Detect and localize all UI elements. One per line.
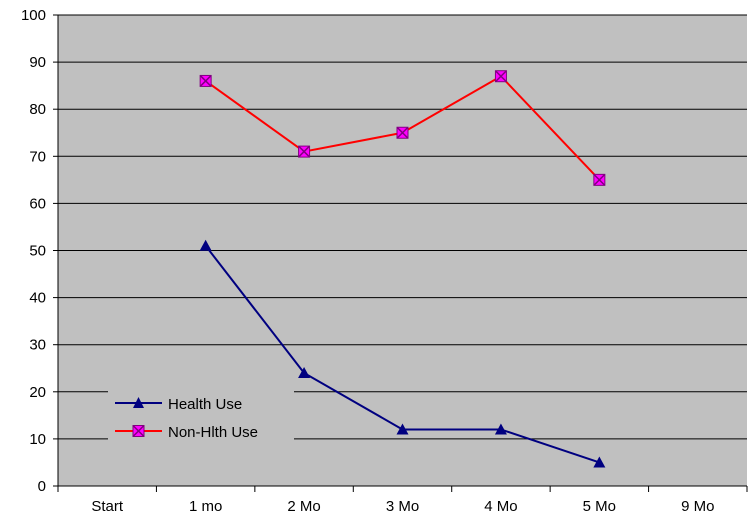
x-tick-label: 2 Mo <box>287 498 320 515</box>
marker-x-stroke <box>593 174 605 186</box>
gridlines <box>58 14 747 440</box>
data-point-health-use <box>494 423 507 435</box>
data-point-health-use <box>298 366 311 378</box>
legend-triangle-icon <box>133 397 144 408</box>
legend: Health Use Non-Hlth Use <box>108 390 294 446</box>
y-tick-label: 100 <box>21 7 46 24</box>
legend-entry-non-hlth-use: Non-Hlth Use <box>115 424 258 441</box>
y-tick-label: 10 <box>29 431 46 448</box>
x-tick-label: 9 Mo <box>681 498 714 515</box>
y-tick-label: 80 <box>29 101 46 118</box>
data-point-non-hlth-use <box>494 70 507 83</box>
data-point-health-use <box>396 423 409 435</box>
data-point-non-hlth-use <box>593 173 606 186</box>
data-point-health-use <box>593 456 606 468</box>
y-tick-label: 30 <box>29 337 46 354</box>
data-point-non-hlth-use <box>199 74 212 87</box>
data-point-non-hlth-use <box>298 145 311 158</box>
axes <box>53 14 748 492</box>
legend-label-health-use: Health Use <box>168 396 242 413</box>
y-tick-label: 40 <box>29 290 46 307</box>
legend-label-non-hlth-use: Non-Hlth Use <box>168 424 258 441</box>
data-point-non-hlth-use <box>396 126 409 139</box>
x-tick-label: 4 Mo <box>484 498 517 515</box>
legend-x-stroke <box>132 425 145 437</box>
legend-entry-health-use: Health Use <box>115 396 242 413</box>
series-non-hlth-use <box>199 70 606 186</box>
x-tick-label: 3 Mo <box>386 498 419 515</box>
y-tick-label: 50 <box>29 243 46 260</box>
y-tick-label: 60 <box>29 195 46 212</box>
series-health-use <box>199 239 606 468</box>
y-tick-labels: 0 10 20 30 40 50 60 70 80 90 100 <box>21 7 46 495</box>
x-tick-label: 1 mo <box>189 498 222 515</box>
x-tick-label: Start <box>91 498 124 515</box>
data-point-health-use <box>199 239 212 251</box>
marker-x-stroke <box>200 75 212 87</box>
x-tick-labels: Start 1 mo 2 Mo 3 Mo 4 Mo 5 Mo 9 Mo <box>91 498 714 515</box>
x-tick-label: 5 Mo <box>583 498 616 515</box>
marker-x-stroke <box>396 127 409 139</box>
y-tick-label: 0 <box>38 478 46 495</box>
series <box>199 70 606 468</box>
y-tick-label: 20 <box>29 384 46 401</box>
y-tick-label: 70 <box>29 148 46 165</box>
marker-x-stroke <box>495 70 507 82</box>
y-tick-label: 90 <box>29 54 46 71</box>
marker-x-stroke <box>298 146 310 158</box>
